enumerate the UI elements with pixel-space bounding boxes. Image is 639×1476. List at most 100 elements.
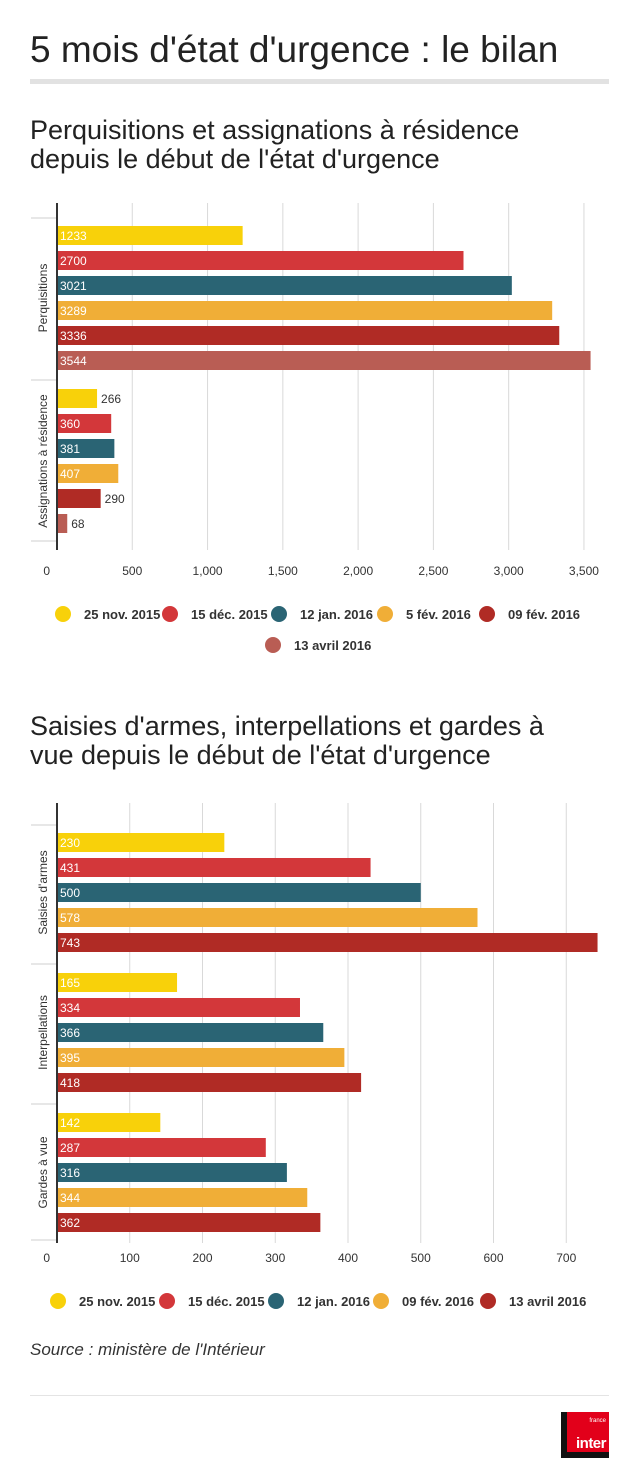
x-tick-label: 2,000 <box>343 564 373 578</box>
legend-item: 25 nov. 2015 <box>55 606 160 622</box>
bar-value-label: 395 <box>60 1051 80 1065</box>
x-tick-label: 500 <box>411 1251 431 1265</box>
legend-item: 12 jan. 2016 <box>268 1293 370 1309</box>
bar <box>57 226 243 245</box>
bar <box>57 833 225 852</box>
legend-swatch <box>377 606 393 622</box>
bar-value-label: 407 <box>60 467 80 481</box>
bar <box>57 464 119 483</box>
bar-value-label: 431 <box>60 861 80 875</box>
bar <box>57 1113 161 1132</box>
legend-label: 15 déc. 2015 <box>188 1293 265 1309</box>
bar <box>57 489 101 508</box>
chart-2-plot: 0 100 200 300 400 500 600 700 230 431 500 578 743 Sai… <box>31 803 598 1265</box>
x-tick-label: 600 <box>483 1251 503 1265</box>
x-tick-label: 3,500 <box>569 564 599 578</box>
bar-value-label: 287 <box>60 1141 80 1155</box>
footer-divider <box>30 1395 609 1396</box>
legend-swatch <box>271 606 287 622</box>
bar-value-label: 1233 <box>60 229 87 243</box>
legend-swatch <box>162 606 178 622</box>
legend-label: 13 avril 2016 <box>509 1293 587 1309</box>
bar <box>57 1188 308 1207</box>
x-tick-label: 1,000 <box>193 564 223 578</box>
group-label: Saisies d'armes <box>36 850 50 934</box>
legend-label: 09 fév. 2016 <box>508 606 581 622</box>
legend-swatch <box>479 606 495 622</box>
legend-label: 12 jan. 2016 <box>297 1293 370 1309</box>
group-label: Perquisitions <box>36 264 50 333</box>
x-tick-label: 1,500 <box>268 564 298 578</box>
legend-label: 25 nov. 2015 <box>79 1293 156 1309</box>
bar <box>57 883 421 902</box>
group-label: Assignations à résidence <box>36 394 50 528</box>
bar-value-label: 266 <box>101 392 121 406</box>
bar-value-label: 3336 <box>60 329 87 343</box>
x-tick-label: 500 <box>122 564 142 578</box>
bar <box>57 514 68 533</box>
france-inter-logo: france inter <box>561 1412 609 1458</box>
bar-value-label: 360 <box>60 417 80 431</box>
legend-item: 15 déc. 2015 <box>159 1293 265 1309</box>
x-tick-label: 3,000 <box>494 564 524 578</box>
legend-label: 12 jan. 2016 <box>300 606 373 622</box>
legend-item: 5 fév. 2016 <box>377 606 471 622</box>
bar <box>57 858 371 877</box>
bar <box>57 276 512 295</box>
bar-value-label: 381 <box>60 442 80 456</box>
bar <box>57 908 478 927</box>
bar-value-label: 418 <box>60 1076 80 1090</box>
bar <box>57 1138 266 1157</box>
bar <box>57 933 598 952</box>
legend-item: 13 avril 2016 <box>480 1293 586 1309</box>
legend-item: 09 fév. 2016 <box>479 606 580 622</box>
legend-item: 13 avril 2016 <box>265 637 371 653</box>
x-tick-label: 0 <box>43 1251 50 1265</box>
legend-swatch <box>373 1293 389 1309</box>
x-tick-label: 300 <box>265 1251 285 1265</box>
bar <box>57 973 178 992</box>
bar-value-label: 230 <box>60 836 80 850</box>
legend-item: 15 déc. 2015 <box>162 606 268 622</box>
page-title: 5 mois d'état d'urgence : le bilan <box>30 29 559 70</box>
bar <box>57 998 300 1017</box>
bar <box>57 1048 345 1067</box>
chart-1-title: Perquisitions et assignations à résidenc… <box>30 115 520 174</box>
bar <box>57 1213 321 1232</box>
group-label: Gardes à vue <box>36 1136 50 1208</box>
x-tick-label: 100 <box>120 1251 140 1265</box>
legend-label: 13 avril 2016 <box>294 637 372 653</box>
bar-value-label: 366 <box>60 1026 80 1040</box>
bar <box>57 1163 287 1182</box>
logo-word: inter <box>575 1435 607 1452</box>
x-tick-label: 700 <box>556 1251 576 1265</box>
bar-value-label: 3289 <box>60 304 87 318</box>
bar <box>57 389 98 408</box>
legend-label: 15 déc. 2015 <box>191 606 268 622</box>
chart-2-legend: 25 nov. 2015 15 déc. 2015 12 jan. 2016 09 f… <box>0 1290 639 1315</box>
logo-red-block <box>567 1412 609 1452</box>
legend-swatch <box>55 606 71 622</box>
source-note: Source : ministère de l'Intérieur <box>30 1340 265 1359</box>
legend-item: 12 jan. 2016 <box>271 606 373 622</box>
bar-value-label: 500 <box>60 886 80 900</box>
bar-value-label: 165 <box>60 976 80 990</box>
group-label: Interpellations <box>36 995 50 1070</box>
legend-swatch <box>159 1293 175 1309</box>
bar-value-label: 68 <box>71 517 85 531</box>
bar-value-label: 2700 <box>60 254 87 268</box>
bar <box>57 1073 362 1092</box>
title-divider <box>30 79 609 84</box>
bar-value-label: 743 <box>60 936 80 950</box>
legend-item: 25 nov. 2015 <box>50 1293 155 1309</box>
legend-item: 09 fév. 2016 <box>373 1293 474 1309</box>
legend-swatch <box>265 637 281 653</box>
bar <box>57 351 591 370</box>
bar-value-label: 344 <box>60 1191 80 1205</box>
chart-1-plot: 0 500 1,000 1,500 2,000 2,500 3,000 3,500 1233 27… <box>31 203 599 578</box>
bar-value-label: 334 <box>60 1001 80 1015</box>
bar <box>57 301 553 320</box>
bar-value-label: 362 <box>60 1216 80 1230</box>
x-tick-label: 200 <box>192 1251 212 1265</box>
bar-value-label: 142 <box>60 1116 80 1130</box>
